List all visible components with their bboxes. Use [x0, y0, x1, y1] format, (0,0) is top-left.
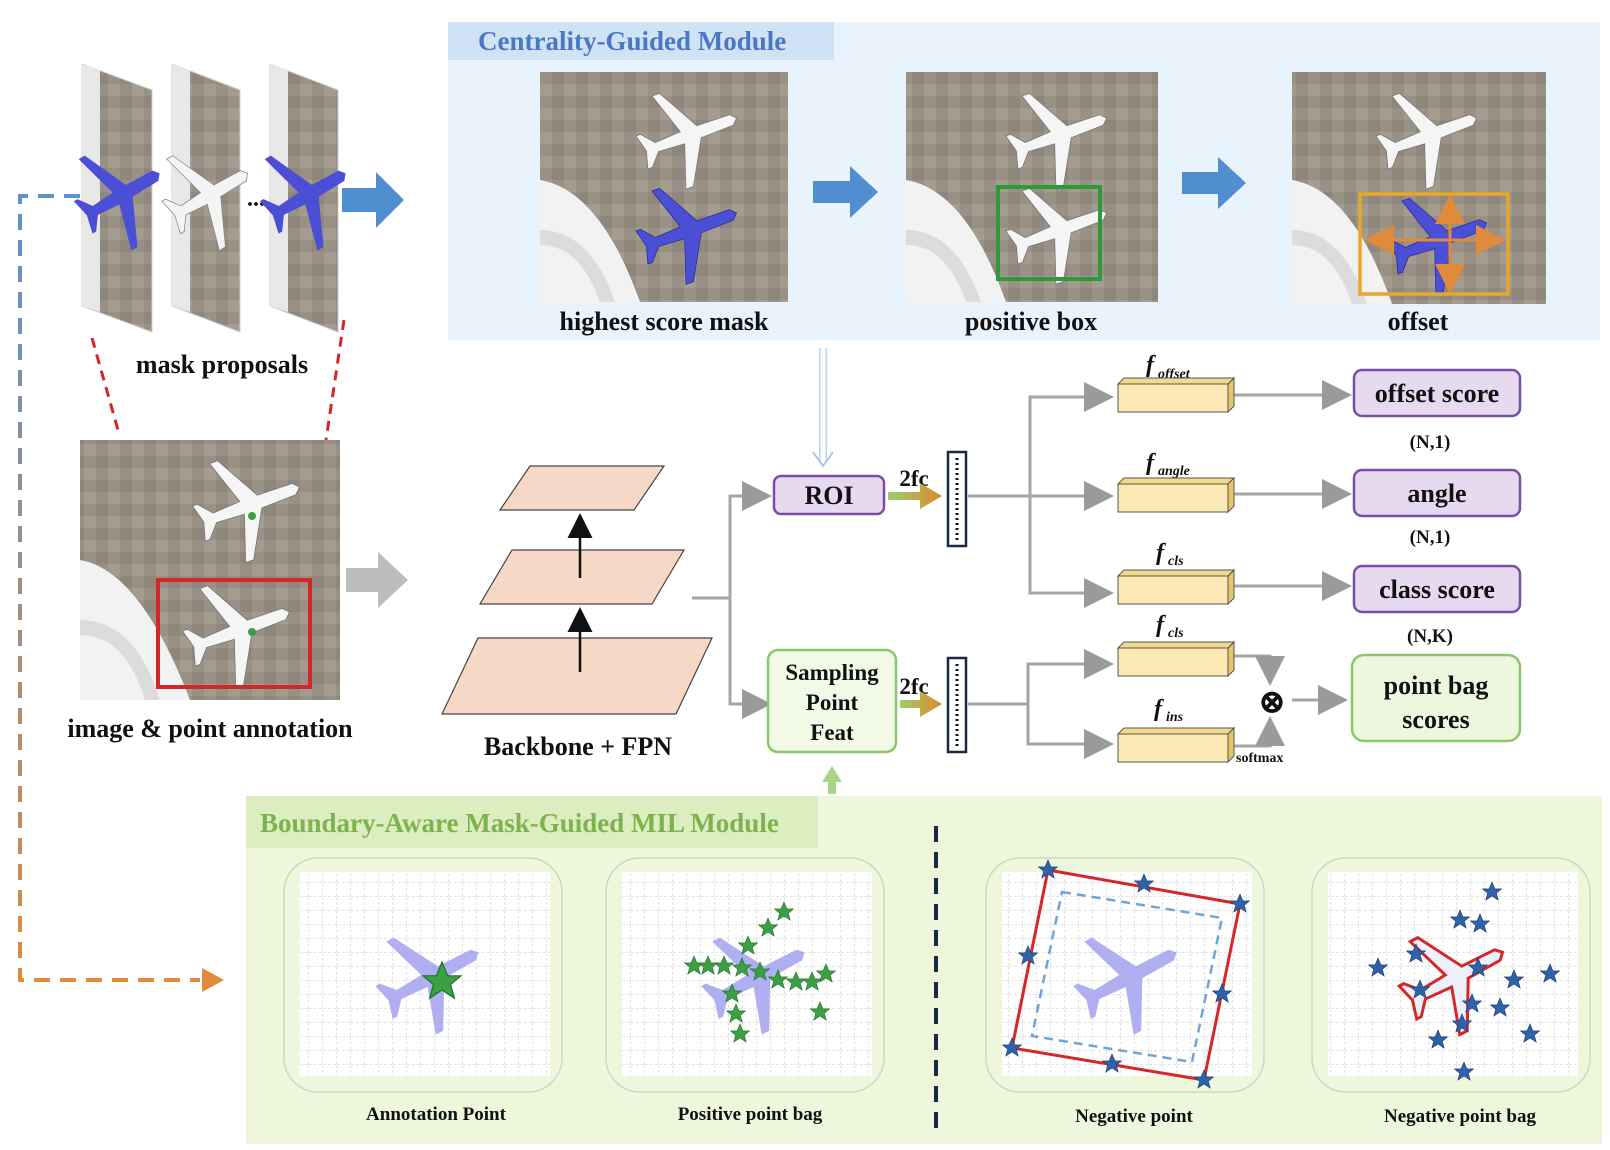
offset-score-label: offset score — [1375, 379, 1499, 408]
negative-inner-box — [1030, 890, 1224, 1064]
step3-label: offset — [1388, 307, 1449, 336]
backbone-connectors — [692, 481, 772, 719]
fpn-level-top — [498, 465, 666, 511]
sampling-feature-vector — [946, 656, 968, 754]
offset-score-box — [1352, 368, 1522, 418]
point-bag-line-2: scores — [1402, 705, 1469, 734]
sampling-point-feat-box — [766, 648, 898, 754]
offset-image — [1292, 71, 1546, 305]
mil-module-title: Boundary-Aware Mask-Guided MIL Module — [260, 808, 779, 838]
positive-box-rect — [996, 185, 1102, 281]
angle-shape: (N,1) — [1410, 527, 1451, 548]
fpn-level-mid — [478, 549, 686, 605]
point-bag-line-1: point bag — [1384, 671, 1489, 700]
head-angle: f angle angle (N,1) — [1116, 450, 1522, 548]
class-score-box — [1352, 564, 1522, 614]
roi-box — [772, 474, 886, 516]
centrality-guided-module: Centrality-Guided Module highest score m… — [448, 22, 1600, 340]
f-cls-sub: cls — [1168, 554, 1184, 569]
roi-fc-arrow — [888, 483, 942, 509]
roi-label: ROI — [804, 481, 853, 510]
proposals-ellipsis: ... — [247, 186, 265, 212]
panel-positive-point-bag — [605, 857, 885, 1093]
arrow-step1-to-step2 — [813, 166, 878, 218]
panel2-label: Positive point bag — [678, 1104, 823, 1125]
f-ins-main: f — [1154, 696, 1164, 722]
step1-label: highest score mask — [560, 307, 770, 336]
roi-branch-connectors — [968, 380, 1352, 608]
roi-feature-vector — [946, 450, 968, 548]
step2-label: positive box — [965, 307, 1097, 336]
centrality-title-bg — [448, 22, 834, 60]
softmax-label: softmax — [1236, 751, 1283, 766]
image-annotation-label: image & point annotation — [67, 714, 353, 743]
panel3-label: Negative point — [1075, 1106, 1193, 1127]
f-angle-main: f — [1146, 450, 1156, 476]
mask-proposals: ... mask proposals — [56, 63, 404, 379]
class-score-shape: (N,K) — [1407, 626, 1453, 647]
offset-box-rect — [1358, 192, 1510, 296]
centrality-module-title: Centrality-Guided Module — [478, 26, 786, 56]
mil-to-sampling-arrow — [822, 766, 842, 782]
otimes-symbol: ⊗ — [1258, 684, 1287, 721]
annotation-box — [156, 578, 312, 689]
sampling-branch-connectors — [968, 649, 1348, 759]
head-offset: f offset offset score (N,1) — [1116, 352, 1522, 453]
proposal-card-1 — [56, 63, 186, 333]
f-cls2-block — [1116, 640, 1236, 678]
zoom-line-left — [90, 337, 120, 431]
positive-box-image — [906, 71, 1158, 302]
f-cls-block — [1116, 568, 1236, 606]
class-score-label: class score — [1379, 575, 1495, 604]
highest-score-mask-image — [540, 71, 788, 302]
panel4-label: Negative point bag — [1384, 1106, 1537, 1127]
offset-arrows — [1364, 194, 1506, 294]
backbone-label: Backbone + FPN — [484, 732, 672, 761]
panel-negative-point — [985, 857, 1265, 1093]
sampling-line-1: Sampling — [785, 660, 879, 685]
f-offset-main: f — [1146, 352, 1156, 378]
dashed-path-to-mil — [18, 194, 200, 982]
mil-module: Boundary-Aware Mask-Guided MIL Module An… — [246, 766, 1602, 1144]
panel1-label: Annotation Point — [366, 1104, 507, 1125]
angle-label: angle — [1407, 479, 1466, 508]
input-image — [80, 437, 340, 700]
f-angle-block — [1116, 476, 1236, 514]
arrow-step2-to-step3 — [1182, 157, 1246, 209]
zoom-line-right — [324, 319, 346, 441]
f-angle-sub: angle — [1158, 464, 1190, 479]
dashed-path-arrowhead — [202, 968, 224, 992]
sampling-fc-arrow — [900, 691, 942, 717]
panel-annotation-point — [283, 857, 563, 1093]
point-bag-scores-box — [1350, 653, 1522, 743]
f-offset-block — [1116, 376, 1236, 414]
head-class: f cls class score (N,K) — [1116, 540, 1522, 647]
arrow-proposals-to-module — [342, 172, 404, 228]
f-ins-block — [1116, 726, 1236, 764]
sampling-line-3: Feat — [810, 720, 854, 745]
proposal-card-2 — [144, 63, 275, 333]
panel-negative-point-bag — [1311, 857, 1591, 1093]
mask-proposals-label: mask proposals — [136, 350, 308, 379]
fpn-level-bottom — [441, 637, 713, 715]
arrow-image-to-backbone — [346, 552, 408, 608]
module-to-roi-arrow — [812, 348, 834, 468]
backbone-fpn — [441, 465, 713, 715]
f-ins-sub: ins — [1166, 710, 1184, 725]
offset-score-shape: (N,1) — [1410, 432, 1451, 453]
f-cls2-sub: cls — [1168, 626, 1184, 641]
angle-box — [1352, 468, 1522, 518]
mil-title-bg — [246, 796, 818, 848]
sampling-line-2: Point — [806, 690, 859, 715]
f-cls-main: f — [1156, 540, 1166, 566]
f-cls2-main: f — [1156, 612, 1166, 638]
proposal-card-3 — [242, 63, 372, 333]
